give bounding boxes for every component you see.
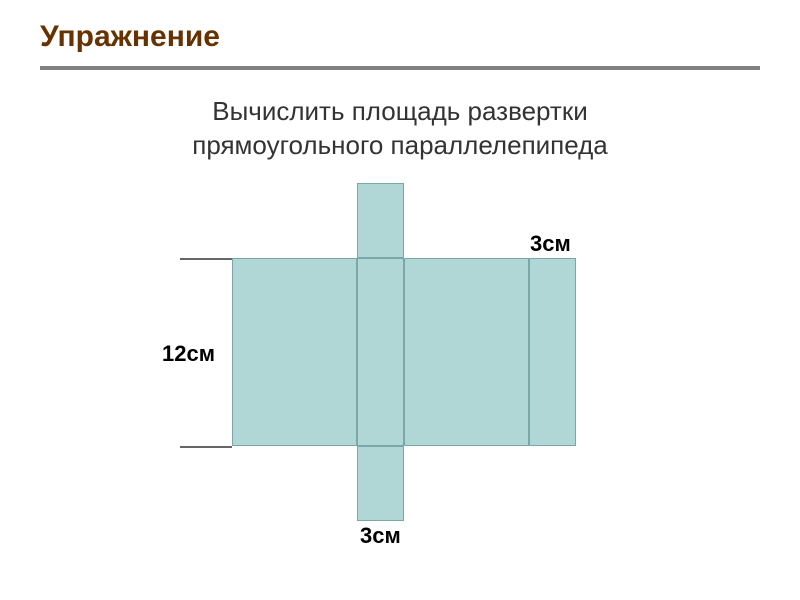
title-text: Упражнение [40,20,220,53]
right-face [529,258,576,446]
subtitle: Вычислить площадь развертки прямоугольно… [40,95,760,163]
subtitle-line-2: прямоугольного параллелепипеда [192,130,608,160]
exercise-title: Упражнение [40,20,760,54]
dimension-label-top-right: 3см [530,231,571,257]
dimension-label-bottom: 3см [360,523,401,549]
guide-line-bottom [180,446,232,448]
left-face [232,258,357,446]
dimension-label-left: 12см [162,341,215,367]
top-flap [357,183,404,258]
mid-right-face [404,258,529,446]
mid-left-face [357,258,404,446]
subtitle-line-1: Вычислить площадь развертки [212,96,588,126]
bottom-flap [357,446,404,521]
net-diagram: 3см 12см 3см [150,183,650,553]
title-underline [40,66,760,70]
guide-line-top [180,258,232,260]
